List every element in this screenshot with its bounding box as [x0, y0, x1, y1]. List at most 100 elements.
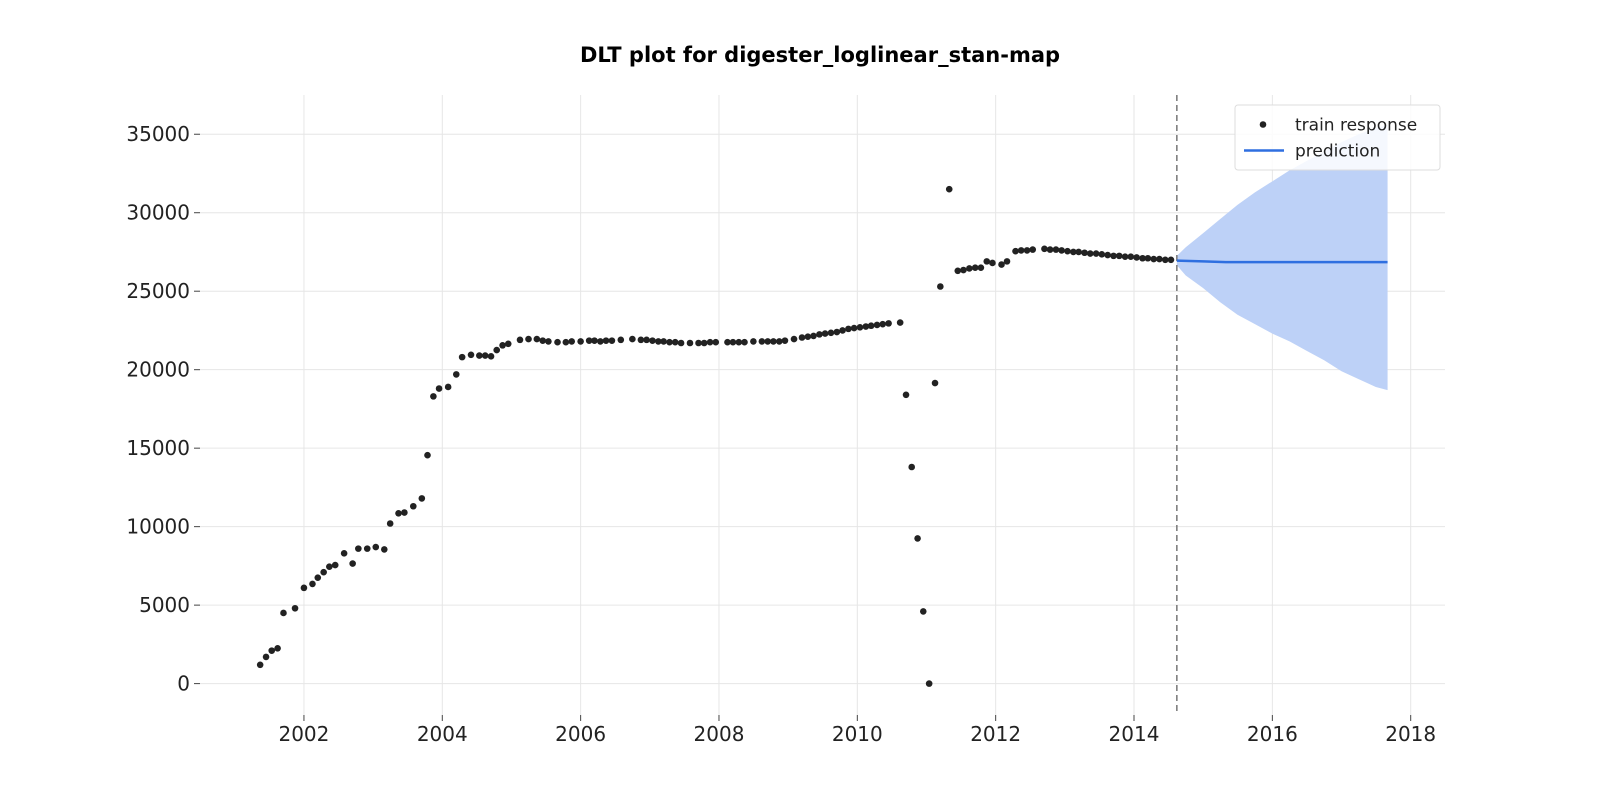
train-response-point [1092, 250, 1100, 257]
train-response-point [706, 338, 714, 346]
train-response-point [971, 264, 979, 271]
x-tick-label: 2012 [970, 722, 1021, 746]
train-response-point [945, 185, 953, 193]
x-tick-label: 2016 [1247, 722, 1298, 746]
train-response-point [839, 327, 846, 334]
train-response-point [1133, 254, 1140, 261]
train-response-point [1052, 246, 1060, 253]
train-response-point [372, 543, 380, 551]
train-response-point [1139, 254, 1146, 262]
train-response-point [608, 337, 616, 344]
train-response-point [577, 338, 584, 345]
train-response-point [937, 283, 944, 290]
train-response-point [1086, 250, 1094, 257]
legend-prediction-label: prediction [1295, 142, 1380, 162]
train-response-point [914, 535, 921, 542]
train-response-point [309, 580, 316, 588]
train-response-point [1167, 256, 1175, 264]
train-response-point [331, 561, 339, 569]
train-response-point [591, 337, 598, 344]
train-response-point [1104, 251, 1111, 259]
train-response-point [735, 338, 743, 346]
train-response-point [919, 608, 927, 615]
train-response-point [430, 393, 437, 400]
train-response-point [554, 338, 561, 346]
prediction-line [1176, 259, 1388, 264]
train-response-point [1156, 255, 1163, 263]
train-response-point [349, 560, 356, 567]
train-response-point [810, 332, 817, 340]
train-response-point [660, 338, 667, 345]
train-response-point [1121, 253, 1129, 260]
train-response-point [775, 338, 783, 345]
train-response-point [867, 322, 875, 330]
train-response-point [476, 352, 483, 359]
train-response-point [401, 509, 408, 516]
train-response-point [1023, 247, 1031, 254]
prediction-interval-band [1176, 124, 1388, 391]
x-tick-label: 2004 [417, 722, 468, 746]
train-response-point [1058, 247, 1065, 254]
train-response-point [925, 680, 933, 687]
y-tick-label: 25000 [126, 279, 190, 303]
x-tick-label: 2010 [832, 722, 883, 746]
y-tick-label: 15000 [126, 436, 190, 460]
train-response-point [435, 385, 443, 392]
train-response-point [1115, 252, 1123, 260]
train-response-point [960, 266, 967, 274]
train-response-point [983, 258, 991, 265]
train-response-point [1144, 254, 1152, 262]
train-response-point [655, 338, 662, 345]
train-response-point [1064, 247, 1071, 255]
train-response-point [617, 336, 625, 344]
x-tick-label: 2008 [694, 722, 745, 746]
train-response-point [724, 338, 731, 346]
train-response-point [1003, 258, 1011, 265]
train-response-point [568, 338, 576, 345]
train-response-point [671, 338, 679, 346]
train-response-point [562, 338, 570, 346]
y-tick-label: 0 [177, 672, 190, 696]
train-response-point [885, 320, 892, 327]
train-response-point [643, 336, 650, 344]
train-response-point [827, 329, 835, 337]
train-response-point [741, 338, 748, 346]
train-response-point [816, 331, 823, 338]
train-response-point [804, 333, 812, 341]
train-response-point [758, 338, 766, 345]
train-response-point [1098, 251, 1106, 258]
train-response-point [340, 550, 348, 557]
train-response-point [770, 338, 777, 345]
train-response-point [467, 351, 475, 359]
train-response-point [1110, 252, 1117, 260]
train-response-point [1046, 246, 1054, 253]
train-response-point [268, 647, 276, 654]
train-response-point [355, 545, 362, 552]
x-axis-ticks: 2002 2004 2006 2008 2010 2012 2014 2016 2018 [278, 715, 1436, 746]
train-response-point [1075, 248, 1082, 256]
train-response-point [908, 463, 916, 471]
train-response-point [862, 323, 870, 330]
train-response-point [280, 609, 287, 617]
train-response-point [879, 320, 887, 328]
train-response-point [452, 371, 460, 378]
train-response-point [262, 653, 270, 661]
x-tick-label: 2006 [555, 722, 606, 746]
train-response-point [326, 563, 333, 570]
train-response-point [418, 495, 426, 502]
train-response-point [629, 335, 636, 343]
train-response-point [821, 330, 829, 337]
train-response-point [989, 259, 996, 267]
train-response-point [395, 510, 402, 517]
train-response-point [649, 337, 656, 344]
train-response-point [320, 568, 327, 576]
legend-train-marker [1259, 121, 1267, 128]
train-response-point [504, 340, 512, 348]
train-response-point [300, 584, 308, 592]
x-tick-label: 2014 [1109, 722, 1160, 746]
train-response-point [700, 339, 708, 347]
y-tick-label: 10000 [126, 515, 190, 539]
train-response-point [533, 335, 541, 343]
train-response-point [256, 661, 264, 669]
train-response-point [850, 324, 858, 332]
